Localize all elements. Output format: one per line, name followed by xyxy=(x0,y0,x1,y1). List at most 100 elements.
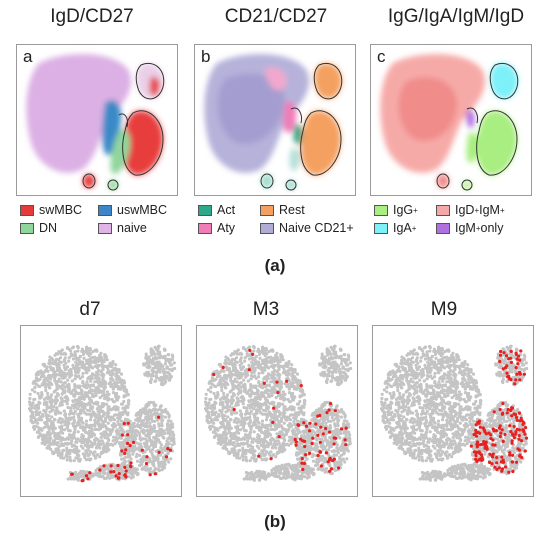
cell-point xyxy=(70,477,74,481)
cell-point xyxy=(280,416,284,420)
highlight-point xyxy=(299,384,303,388)
cell-point xyxy=(59,360,63,364)
cell-point xyxy=(165,427,169,431)
cell-point xyxy=(264,351,268,355)
cell-point xyxy=(252,478,256,482)
cell-point xyxy=(43,380,47,385)
cell-point xyxy=(241,421,245,425)
cell-point xyxy=(249,374,254,378)
cell-point xyxy=(259,428,263,432)
cell-point xyxy=(122,469,126,473)
cell-point xyxy=(246,403,251,407)
cell-point xyxy=(244,455,248,459)
cell-point xyxy=(121,385,125,389)
cell-point xyxy=(107,405,111,409)
cell-point xyxy=(90,472,95,476)
cell-point xyxy=(307,434,311,438)
cell-point xyxy=(346,443,350,447)
cell-point xyxy=(103,364,107,368)
highlight-point xyxy=(248,348,252,352)
cell-point xyxy=(323,445,327,449)
cell-point xyxy=(138,414,143,418)
cell-point xyxy=(255,388,260,392)
cell-point xyxy=(253,399,258,403)
cell-point xyxy=(127,430,131,434)
cell-point xyxy=(171,367,175,371)
cell-point xyxy=(306,432,310,436)
cell-point xyxy=(243,359,247,363)
cell-point xyxy=(296,427,300,431)
cell-point xyxy=(69,410,73,414)
cell-point xyxy=(95,427,99,431)
cell-point xyxy=(49,374,53,378)
cell-point xyxy=(345,457,349,461)
cell-point xyxy=(139,445,143,449)
tsne-panel-c: c xyxy=(370,44,532,196)
cell-point xyxy=(312,447,316,451)
highlight-point xyxy=(277,435,281,439)
cell-point xyxy=(334,416,338,421)
cell-point xyxy=(285,470,290,474)
cell-point xyxy=(160,414,164,418)
cell-point xyxy=(263,401,267,405)
cell-point xyxy=(90,373,94,378)
cell-point xyxy=(45,405,49,409)
cell-point xyxy=(159,408,163,412)
cell-point xyxy=(279,397,283,401)
cell-point xyxy=(319,373,323,377)
cell-point xyxy=(229,389,233,393)
cell-point xyxy=(101,441,105,445)
cell-point xyxy=(99,405,103,409)
cell-point xyxy=(330,371,334,375)
cell-point xyxy=(282,437,286,441)
legend-sup: + xyxy=(474,205,480,215)
cell-point xyxy=(75,398,79,402)
cell-point xyxy=(93,373,97,377)
cell-point xyxy=(146,467,150,471)
cell-point xyxy=(274,446,278,450)
cell-point xyxy=(260,346,265,351)
panel-letter-b: b xyxy=(201,47,211,66)
legend-label: swMBC xyxy=(39,203,83,217)
cell-point xyxy=(151,448,155,452)
cell-point xyxy=(85,412,89,416)
cell-point xyxy=(55,398,60,402)
cell-point xyxy=(81,408,85,412)
cell-point xyxy=(256,349,260,353)
cell-point xyxy=(324,379,328,383)
cell-point xyxy=(220,433,224,437)
cell-point xyxy=(280,476,284,480)
cell-point xyxy=(222,391,226,395)
cell-point xyxy=(294,411,298,415)
cell-point xyxy=(98,354,102,358)
cell-point xyxy=(262,394,266,398)
cell-point xyxy=(116,406,120,410)
scatter-plot-m3 xyxy=(203,344,353,482)
cell-point xyxy=(274,396,278,400)
cell-point xyxy=(88,450,93,454)
cell-point xyxy=(342,412,346,416)
cell-point xyxy=(273,439,277,443)
cell-point xyxy=(149,413,153,417)
cell-point xyxy=(65,426,69,430)
cell-point xyxy=(38,384,42,389)
highlight-point xyxy=(308,451,312,455)
cell-point xyxy=(229,434,233,438)
cell-point xyxy=(51,441,55,446)
cell-point xyxy=(27,400,32,404)
cell-point xyxy=(231,398,236,402)
cell-point xyxy=(92,433,97,437)
cell-point xyxy=(233,448,237,452)
cell-point xyxy=(207,410,211,414)
cell-point xyxy=(296,419,300,423)
highlight-point xyxy=(301,467,305,472)
cell-point xyxy=(264,450,269,454)
cell-point xyxy=(30,388,34,392)
cell-point xyxy=(270,436,274,440)
cell-point xyxy=(220,410,224,415)
cell-point xyxy=(241,448,245,452)
cell-point xyxy=(167,378,171,382)
cell-point xyxy=(276,439,280,443)
scatter-panel-d7 xyxy=(20,325,182,497)
cell-point xyxy=(71,363,75,367)
